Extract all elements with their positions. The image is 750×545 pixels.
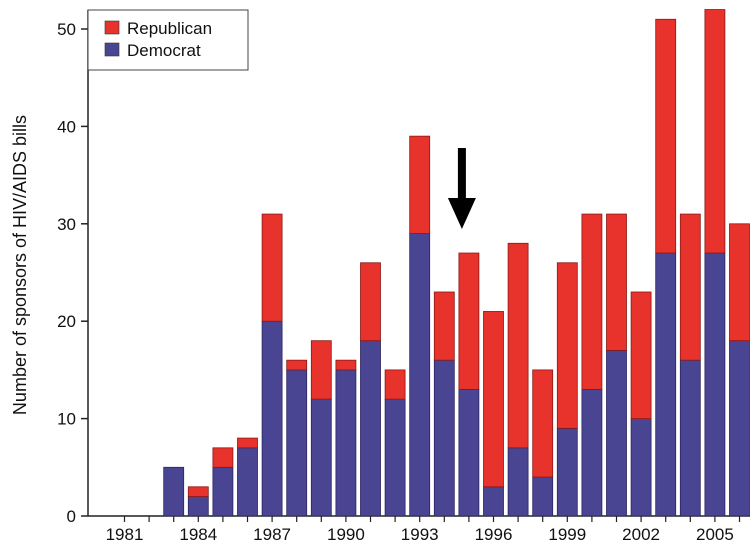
bar-republican	[556, 262, 578, 429]
x-tick-label: 1999	[548, 525, 586, 544]
x-tick-label: 1990	[327, 525, 365, 544]
bar-democrat	[261, 320, 283, 517]
bar-democrat	[483, 486, 504, 517]
legend: Republican Democrat	[87, 9, 249, 71]
bar-republican	[261, 213, 283, 322]
bar-democrat	[581, 388, 603, 517]
legend-label: Republican	[127, 19, 212, 38]
bar-democrat	[187, 496, 209, 517]
bar-republican	[704, 9, 726, 254]
y-axis-label: Number of sponsors of HIV/AIDS bills	[10, 115, 30, 415]
bar-democrat	[458, 388, 480, 517]
y-tick-label: 10	[57, 410, 76, 429]
bar-republican	[409, 135, 431, 234]
x-tick-label: 1993	[401, 525, 439, 544]
bars	[114, 9, 750, 517]
legend-box	[87, 9, 249, 71]
bar-republican	[606, 213, 627, 351]
annotation-arrow	[447, 148, 476, 229]
bar-republican	[384, 369, 406, 400]
bar-republican	[483, 311, 504, 488]
bar-republican	[212, 447, 234, 468]
bar-republican	[729, 223, 750, 342]
bar-democrat	[286, 369, 308, 517]
legend-swatch	[104, 42, 120, 57]
y-tick-label: 50	[57, 20, 76, 39]
y-tick-label: 30	[57, 215, 76, 234]
bar-democrat	[335, 369, 357, 517]
bar-republican	[237, 437, 258, 449]
legend-swatch	[104, 20, 120, 35]
bar-democrat	[655, 252, 677, 517]
bar-democrat	[163, 466, 185, 517]
bar-democrat	[212, 466, 234, 517]
bar-republican	[286, 359, 308, 371]
arrow-head	[447, 198, 476, 229]
y-tick-label: 0	[67, 507, 76, 526]
bar-republican	[310, 340, 332, 400]
x-tick-label: 1996	[475, 525, 513, 544]
bar-republican	[187, 486, 209, 497]
bar-democrat	[310, 398, 332, 517]
bar-republican	[679, 213, 701, 361]
bar-democrat	[556, 427, 578, 517]
bar-democrat	[532, 476, 554, 517]
bar-democrat	[360, 340, 381, 517]
legend-label: Democrat	[127, 41, 201, 60]
x-tick-label: 2005	[696, 525, 734, 544]
bar-democrat	[433, 359, 455, 517]
bar-democrat	[237, 447, 258, 517]
arrow-shaft	[457, 148, 466, 202]
bar-democrat	[630, 418, 652, 517]
bar-democrat	[507, 447, 529, 517]
bar-republican	[433, 291, 455, 361]
bar-republican	[532, 369, 554, 478]
x-tick-label: 1984	[179, 525, 217, 544]
bar-democrat	[384, 398, 406, 517]
ticks: 0 10 20 30 40 50 1981 1984 1987 1990 1993 1996 1999 2…	[57, 20, 741, 544]
bar-democrat	[679, 359, 701, 517]
x-tick-label: 2002	[622, 525, 660, 544]
x-tick-label: 1987	[253, 525, 291, 544]
bar-republican	[335, 359, 357, 371]
bar-democrat	[606, 350, 627, 517]
bar-republican	[507, 242, 529, 449]
bar-republican	[655, 18, 677, 254]
y-tick-label: 40	[57, 117, 76, 136]
bar-democrat	[704, 252, 726, 517]
bar-democrat	[729, 340, 750, 517]
bar-republican	[458, 252, 480, 390]
bar-democrat	[409, 233, 431, 517]
y-tick-label: 20	[57, 312, 76, 331]
bar-republican	[630, 291, 652, 420]
x-tick-label: 1981	[106, 525, 144, 544]
bar-republican	[581, 213, 603, 390]
bar-republican	[360, 262, 381, 342]
